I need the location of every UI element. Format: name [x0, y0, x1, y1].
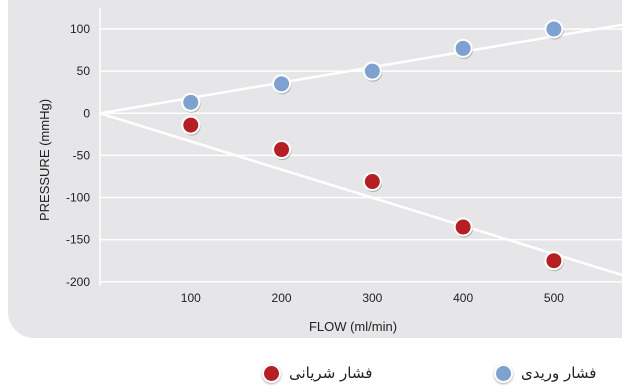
x-tick-label: 500: [544, 291, 564, 305]
y-tick-label: -200: [66, 275, 90, 289]
arterial-data-point: [362, 172, 382, 192]
y-tick-label: -100: [66, 191, 90, 205]
legend-item-arterial: فشار شریانی: [262, 362, 372, 384]
arterial-data-point: [181, 115, 201, 135]
y-axis-title: PRESSURE (mmHg): [37, 99, 52, 221]
legend-item-venous: فشار وریدی: [494, 362, 596, 384]
legend-label-venous: فشار وریدی: [521, 364, 597, 382]
arterial-data-point: [544, 251, 564, 271]
data-points: [181, 19, 564, 272]
x-tick-label: 400: [453, 291, 473, 305]
y-tick-label: 0: [83, 106, 90, 120]
arterial-data-point: [453, 217, 473, 237]
venous-marker-icon: [494, 363, 513, 383]
venous-data-point: [544, 19, 564, 39]
y-tick-label: 100: [70, 22, 90, 36]
x-tick-label: 200: [272, 291, 292, 305]
x-axis-title: FLOW (ml/min): [309, 319, 397, 334]
venous-data-point: [362, 61, 382, 81]
y-tick-label: -150: [66, 233, 90, 247]
y-tick-labels: 100 50 0 -50 -100 -150 -200: [66, 22, 90, 289]
venous-data-point: [181, 92, 201, 112]
y-tick-label: 50: [77, 64, 91, 78]
x-tick-label: 300: [362, 291, 382, 305]
venous-data-point: [272, 74, 292, 94]
plot-area: [100, 8, 622, 286]
arterial-marker-icon: [262, 363, 281, 383]
x-tick-labels: 100 200 300 400 500: [181, 291, 564, 305]
y-tick-label: -50: [73, 148, 91, 162]
legend-label-arterial: فشار شریانی: [289, 364, 373, 382]
grid: [99, 8, 622, 286]
x-tick-label: 100: [181, 291, 201, 305]
arterial-trend-line: [99, 112, 622, 277]
arterial-data-point: [272, 140, 292, 160]
venous-data-point: [453, 38, 473, 58]
